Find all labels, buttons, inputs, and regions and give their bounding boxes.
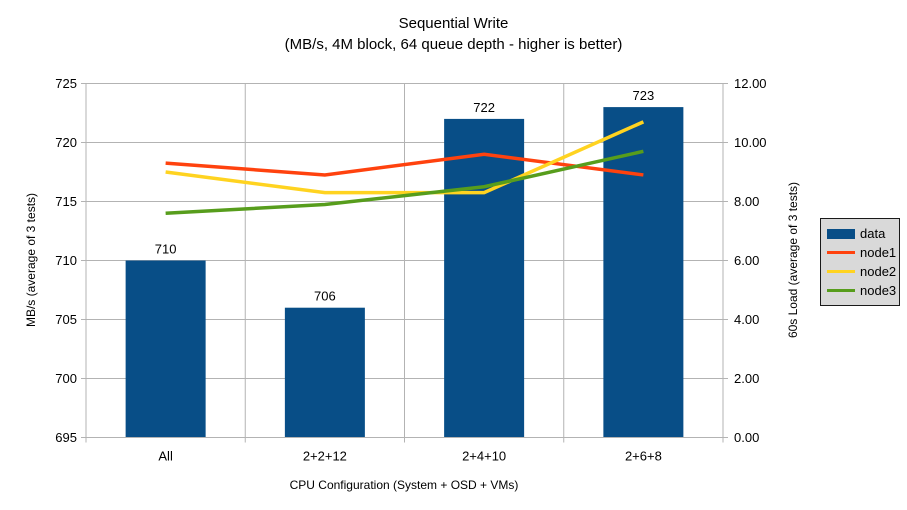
legend-item-node3: node3 [827, 281, 899, 300]
left-tick-label: 710 [55, 253, 77, 268]
series-line-node3 [165, 149, 644, 216]
chart-title-block: Sequential Write (MB/s, 4M block, 64 que… [0, 13, 907, 55]
legend-label: node3 [860, 283, 897, 298]
legend-item-data: data [827, 224, 899, 243]
bar-All [125, 260, 206, 438]
category-label: 2+6+8 [625, 449, 662, 464]
legend-label: data [860, 226, 886, 241]
bar-value-label: 706 [314, 289, 336, 304]
right-tick-label: 12.00 [734, 76, 767, 91]
category-label: 2+2+12 [303, 449, 347, 464]
right-tick-label: 2.00 [734, 371, 759, 386]
left-tick-label: 695 [55, 430, 77, 445]
bar-2+6+8 [603, 107, 684, 438]
left-tick-label: 700 [55, 371, 77, 386]
left-tick-label: 725 [55, 76, 77, 91]
legend-swatch-node2-line [827, 269, 855, 274]
bar-value-label: 722 [473, 100, 495, 115]
legend-item-node2: node2 [827, 262, 899, 281]
x-axis-title: CPU Configuration (System + OSD + VMs) [289, 478, 519, 492]
legend-item-node1: node1 [827, 243, 899, 262]
category-label: All [158, 449, 173, 464]
chart-title: Sequential Write [398, 15, 509, 32]
legend: data node1 node2 node3 [820, 218, 900, 306]
right-tick-label: 10.00 [734, 135, 767, 150]
legend-swatch-node1-line [827, 250, 855, 255]
legend-swatch-node3-line [827, 288, 855, 293]
bar-2+2+12 [284, 307, 365, 438]
bar-2+4+10 [444, 118, 525, 438]
legend-label: node1 [860, 245, 897, 260]
y-axis-title-left: MB/s (average of 3 tests) [24, 192, 38, 328]
left-tick-label: 720 [55, 135, 77, 150]
legend-swatch-data [827, 228, 855, 239]
series-line-node2 [165, 120, 645, 195]
series-line-node1 [165, 152, 644, 177]
right-tick-label: 8.00 [734, 194, 759, 209]
chart-subtitle: (MB/s, 4M block, 64 queue depth - higher… [284, 36, 623, 53]
bar-value-label: 723 [633, 88, 655, 103]
legend-label: node2 [860, 264, 897, 279]
bar-value-label: 710 [155, 242, 177, 257]
category-label: 2+4+10 [462, 449, 506, 464]
left-tick-label: 715 [55, 194, 77, 209]
right-tick-label: 4.00 [734, 312, 759, 327]
right-tick-label: 0.00 [734, 430, 759, 445]
y-axis-title-right: 60s Load (average of 3 tests) [786, 181, 800, 339]
right-tick-label: 6.00 [734, 253, 759, 268]
left-tick-label: 705 [55, 312, 77, 327]
